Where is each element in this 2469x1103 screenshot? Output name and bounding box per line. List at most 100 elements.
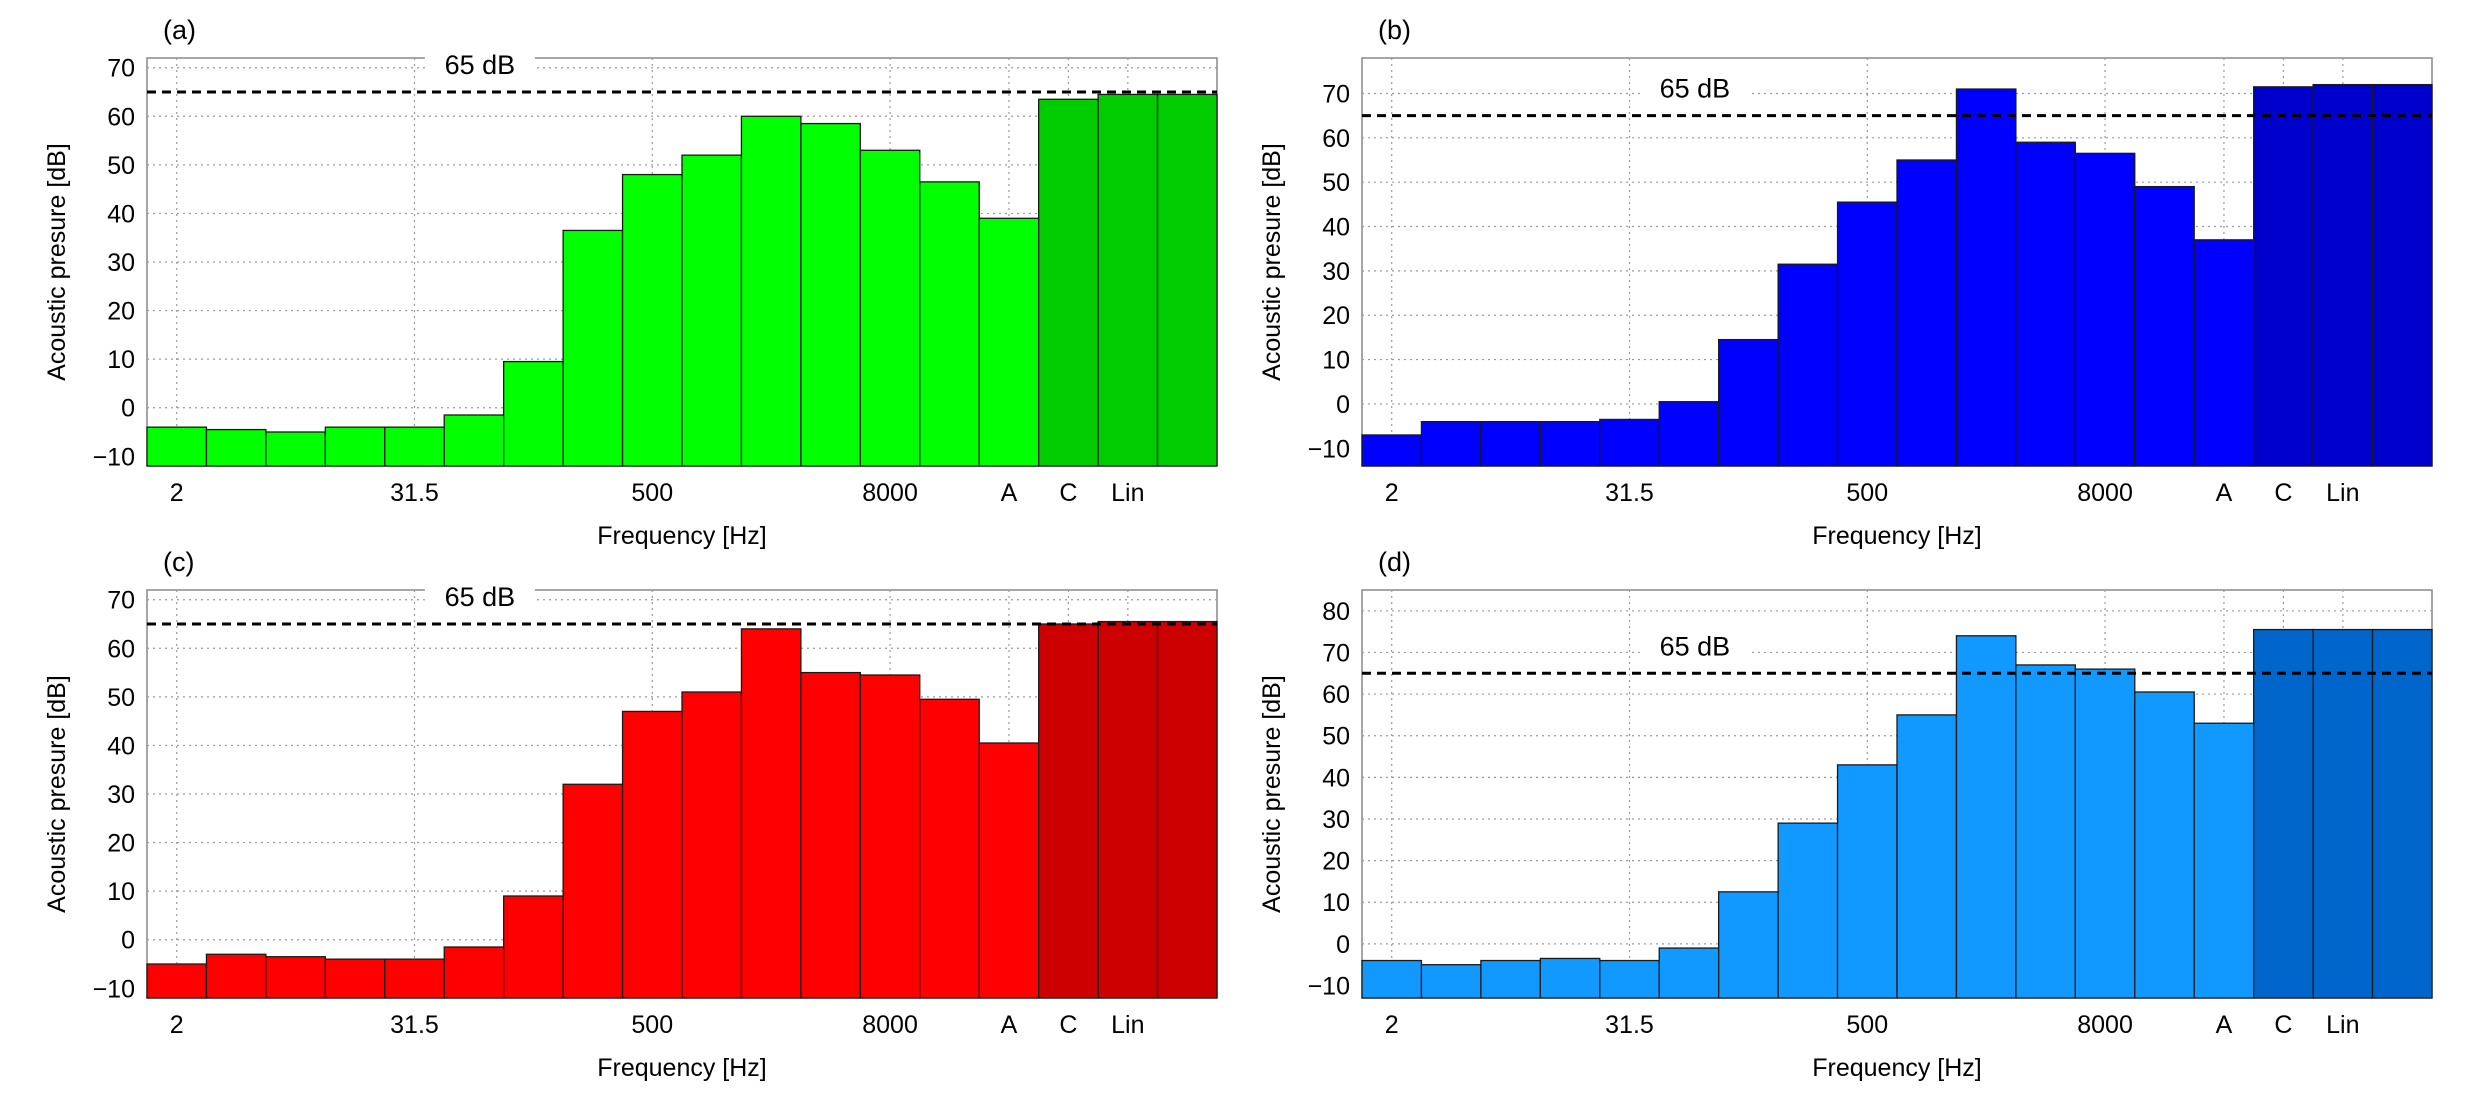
weighted-bar bbox=[2312, 628, 2374, 999]
band-bar bbox=[503, 360, 564, 467]
chart-panel-3: −10 0 10 20 30 40 50 60 70 65 dB 2 31.5 500 8000 A C Lin… bbox=[43, 547, 1218, 1082]
band-bar bbox=[324, 426, 386, 467]
band-bar bbox=[2193, 722, 2255, 999]
band-bar bbox=[1896, 159, 1958, 467]
band-bar bbox=[265, 431, 326, 467]
chart-panel-1: −10 0 10 20 30 40 50 60 70 65 dB 2 31.5 500 8000 A C Lin… bbox=[43, 15, 1218, 550]
y-tick-label: 30 bbox=[107, 781, 135, 809]
y-tick-label: 70 bbox=[1322, 80, 1350, 108]
x-axis-label: Frequency [Hz] bbox=[597, 1054, 767, 1082]
y-tick-label: 30 bbox=[107, 249, 135, 277]
band-bar bbox=[1718, 891, 1779, 999]
weighted-bar bbox=[2253, 628, 2314, 999]
band-bar bbox=[2074, 668, 2136, 999]
x-tick-label: A bbox=[2216, 479, 2233, 507]
x-tick-label: 8000 bbox=[862, 1011, 918, 1039]
y-tick-label: 0 bbox=[1336, 931, 1350, 959]
x-tick-label: 2 bbox=[170, 479, 184, 507]
y-tick-label: 40 bbox=[1322, 764, 1350, 792]
y-tick-label: 80 bbox=[1322, 598, 1350, 626]
y-tick-label: 50 bbox=[1322, 723, 1350, 751]
y-tick-label: 40 bbox=[107, 200, 135, 228]
x-tick-label: C bbox=[2274, 479, 2292, 507]
x-tick-label: 500 bbox=[631, 1011, 673, 1039]
y-tick-label: 20 bbox=[1322, 848, 1350, 876]
weighted-bar bbox=[1156, 93, 1218, 467]
band-bar bbox=[1836, 764, 1898, 999]
y-tick-label: 40 bbox=[107, 732, 135, 760]
y-tick-label: 60 bbox=[107, 103, 135, 131]
band-bar bbox=[2015, 141, 2076, 467]
weighted-bar bbox=[1097, 93, 1159, 467]
x-tick-label: Lin bbox=[1111, 479, 1144, 507]
band-bar bbox=[681, 691, 743, 999]
x-tick-label: 2 bbox=[1385, 479, 1399, 507]
weighted-bar bbox=[2312, 83, 2374, 467]
band-bar bbox=[2074, 152, 2136, 467]
y-tick-label: 10 bbox=[1322, 889, 1350, 917]
chart-panel-4: −10 0 10 20 30 40 50 60 70 80 65 dB 2 31.5 500 8000 A C L… bbox=[1258, 547, 2433, 1082]
weighted-bar bbox=[2371, 628, 2433, 999]
x-tick-label: 31.5 bbox=[390, 479, 439, 507]
band-bar bbox=[1777, 822, 1839, 999]
x-axis-label: Frequency [Hz] bbox=[1812, 522, 1982, 550]
reference-label: 65 dB bbox=[1660, 631, 1731, 661]
y-tick-label: 30 bbox=[1322, 806, 1350, 834]
y-tick-label: 10 bbox=[107, 346, 135, 374]
band-bar bbox=[681, 154, 743, 467]
band-bar bbox=[978, 742, 1040, 999]
y-axis-label: Acoustic presure [dB] bbox=[1258, 143, 1286, 381]
x-tick-label: C bbox=[2274, 1011, 2292, 1039]
band-bar bbox=[2134, 691, 2195, 999]
band-bar bbox=[1599, 959, 1660, 999]
band-bar bbox=[1599, 418, 1660, 467]
panel-label: (a) bbox=[163, 15, 196, 45]
x-tick-label: Lin bbox=[2326, 1011, 2359, 1039]
band-bar bbox=[1658, 947, 1720, 999]
y-tick-label: 0 bbox=[121, 395, 135, 423]
x-tick-label: C bbox=[1059, 479, 1077, 507]
band-bar bbox=[2134, 185, 2195, 467]
band-bar bbox=[978, 217, 1040, 467]
band-bar bbox=[562, 783, 624, 999]
y-tick-label: 50 bbox=[107, 684, 135, 712]
band-bar bbox=[443, 414, 505, 467]
band-bar bbox=[146, 963, 208, 999]
panel-label: (c) bbox=[163, 547, 194, 577]
reference-label-bg bbox=[424, 48, 535, 84]
band-bar bbox=[1955, 88, 2017, 467]
y-tick-label: −10 bbox=[1308, 973, 1350, 1001]
y-tick-label: 50 bbox=[1322, 169, 1350, 197]
panel-label: (d) bbox=[1378, 547, 1411, 577]
band-bar bbox=[859, 149, 921, 467]
band-bar bbox=[2015, 664, 2076, 999]
x-axis-label: Frequency [Hz] bbox=[597, 522, 767, 550]
reference-label: 65 dB bbox=[1660, 74, 1731, 104]
band-bar bbox=[1480, 421, 1541, 467]
chart-panel-2: −10 0 10 20 30 40 50 60 70 65 dB 2 31.5 500 8000 A C Lin… bbox=[1258, 15, 2433, 550]
x-tick-label: 2 bbox=[1385, 1011, 1399, 1039]
y-tick-label: 0 bbox=[121, 927, 135, 955]
x-tick-label: 31.5 bbox=[390, 1011, 439, 1039]
x-axis-label: Frequency [Hz] bbox=[1812, 1054, 1982, 1082]
x-tick-label: 8000 bbox=[2077, 1011, 2133, 1039]
band-bar bbox=[562, 229, 624, 467]
x-tick-label: 31.5 bbox=[1605, 1011, 1654, 1039]
band-bar bbox=[919, 181, 980, 467]
band-bar bbox=[384, 958, 445, 999]
reference-label: 65 dB bbox=[445, 582, 516, 612]
y-tick-label: 10 bbox=[1322, 347, 1350, 375]
band-bar bbox=[1836, 201, 1898, 467]
y-tick-label: 20 bbox=[107, 298, 135, 326]
band-bar bbox=[503, 895, 564, 999]
y-tick-label: 10 bbox=[107, 878, 135, 906]
weighted-bar bbox=[2371, 83, 2433, 467]
x-tick-label: 2 bbox=[170, 1011, 184, 1039]
band-bar bbox=[1955, 635, 2017, 999]
x-tick-label: 500 bbox=[1846, 1011, 1888, 1039]
band-bar bbox=[740, 115, 802, 467]
band-bar bbox=[1420, 421, 1482, 467]
band-bar bbox=[205, 953, 267, 999]
